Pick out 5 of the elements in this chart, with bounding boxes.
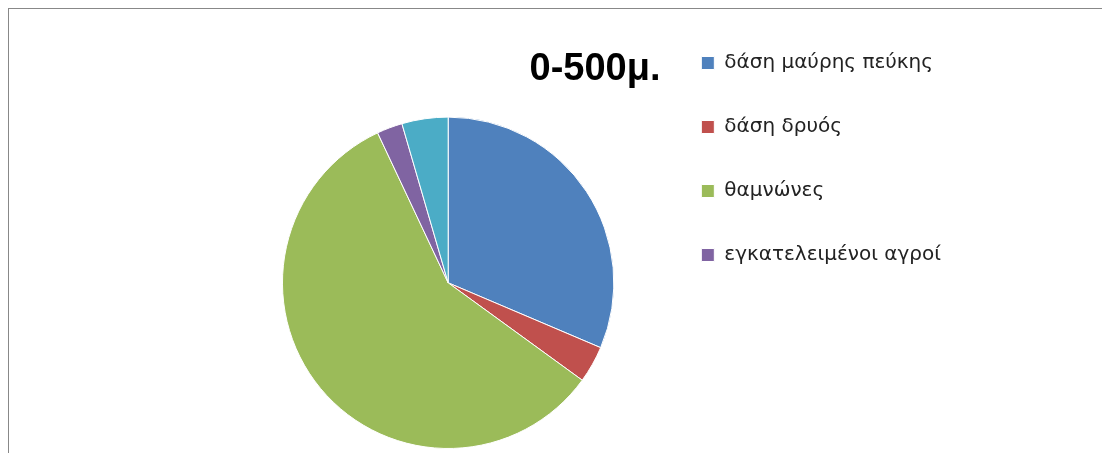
legend-label: θαμνώνες <box>724 177 825 202</box>
legend-label: δάση δρυός <box>724 113 842 138</box>
legend-label: εγκατελειμένοι αγροί <box>724 241 942 266</box>
chart-title: 0-500μ. <box>529 46 661 89</box>
legend-label: δάση μαύρης πεύκης <box>724 49 934 74</box>
